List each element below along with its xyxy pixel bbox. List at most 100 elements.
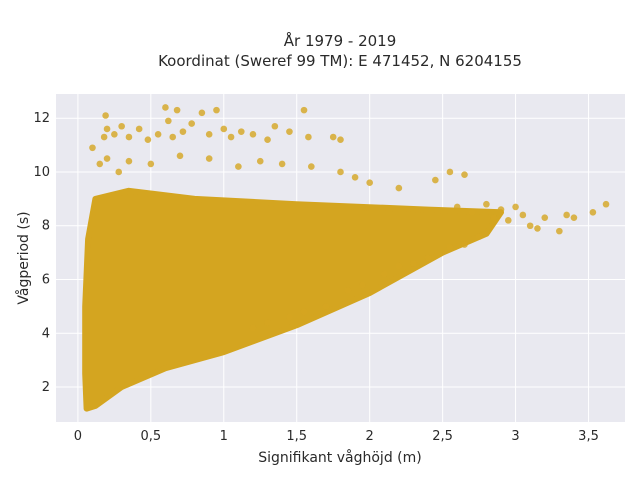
- data-point: [102, 112, 109, 119]
- data-point: [366, 179, 373, 187]
- data-point: [380, 270, 388, 278]
- data-point: [504, 217, 512, 224]
- data-point: [111, 131, 118, 138]
- y-tick-label: 6: [42, 273, 50, 288]
- data-point: [271, 122, 279, 130]
- x-tick-label: 1,5: [286, 429, 307, 444]
- data-point: [300, 308, 308, 316]
- data-point: [237, 128, 245, 135]
- data-point: [461, 171, 468, 178]
- data-point: [103, 125, 111, 133]
- data-point: [235, 163, 242, 170]
- chart-title-line2: Koordinat (Sweref 99 TM): E 471452, N 62…: [158, 52, 522, 70]
- data-point: [249, 131, 257, 138]
- y-tick-label: 4: [42, 326, 50, 341]
- data-point: [205, 155, 213, 162]
- data-point: [337, 168, 344, 176]
- data-point: [424, 254, 432, 262]
- data-point: [453, 203, 461, 211]
- data-point: [278, 160, 286, 168]
- data-point: [483, 200, 490, 208]
- x-tick-label: 2,5: [432, 429, 453, 444]
- data-point: [359, 281, 366, 289]
- data-point: [329, 133, 337, 141]
- data-point: [144, 136, 152, 144]
- data-point: [188, 120, 195, 127]
- chart-title-line1: År 1979 - 2019: [284, 31, 397, 50]
- data-point: [432, 176, 439, 184]
- data-point: [103, 155, 111, 162]
- data-point: [89, 144, 96, 152]
- data-point: [351, 174, 359, 181]
- data-point: [169, 133, 177, 141]
- data-point: [205, 131, 213, 138]
- data-point: [308, 163, 315, 170]
- data-point: [410, 260, 417, 267]
- data-point: [344, 286, 352, 294]
- x-tick-label: 2: [366, 429, 374, 444]
- data-point: [534, 225, 541, 232]
- data-point: [446, 243, 454, 251]
- data-point: [526, 222, 534, 230]
- x-tick-labels: 0 0,5 1 1,5 2 2,5 3 3,5: [74, 429, 599, 444]
- x-tick-label: 0,5: [140, 429, 161, 444]
- data-point: [198, 109, 206, 117]
- data-point: [286, 313, 293, 321]
- data-point: [490, 214, 497, 221]
- data-point: [519, 211, 527, 219]
- x-tick-label: 3: [511, 429, 519, 444]
- data-point: [249, 324, 257, 332]
- data-point: [125, 133, 133, 141]
- data-point: [475, 233, 483, 240]
- data-point: [264, 319, 271, 326]
- data-point: [264, 136, 271, 144]
- data-point: [165, 117, 172, 125]
- data-point: [256, 157, 264, 165]
- data-point: [213, 106, 220, 114]
- data-point: [337, 136, 344, 144]
- data-point: [563, 211, 570, 219]
- data-point: [589, 208, 597, 216]
- data-point: [556, 227, 563, 235]
- data-point: [115, 168, 123, 176]
- data-point: [570, 214, 578, 221]
- data-point: [497, 206, 505, 213]
- data-point: [176, 152, 184, 160]
- data-point: [322, 303, 330, 310]
- data-point: [461, 241, 468, 248]
- x-tick-label: 3,5: [578, 429, 599, 444]
- data-point: [227, 133, 235, 141]
- y-tick-label: 12: [33, 111, 50, 126]
- data-point: [100, 133, 108, 141]
- data-points: [82, 104, 610, 412]
- data-point: [118, 122, 125, 130]
- data-point: [179, 128, 187, 135]
- data-point: [286, 128, 293, 135]
- data-point: [541, 214, 549, 221]
- data-point: [395, 262, 403, 270]
- data-point: [125, 157, 133, 165]
- data-point: [147, 160, 155, 168]
- y-tick-labels: 2 4 6 8 10 12: [33, 111, 50, 395]
- data-point: [446, 168, 454, 176]
- y-tick-label: 2: [42, 380, 50, 395]
- y-tick-label: 8: [42, 219, 50, 234]
- data-point: [512, 203, 519, 211]
- data-point: [173, 106, 181, 114]
- x-tick-label: 1: [220, 429, 228, 444]
- data-point: [220, 125, 228, 133]
- x-axis-title: Signifikant våghöjd (m): [258, 449, 421, 466]
- data-point: [305, 133, 312, 141]
- y-tick-label: 10: [33, 165, 50, 180]
- data-point: [135, 125, 143, 133]
- data-point: [395, 184, 403, 192]
- x-tick-label: 0: [74, 429, 82, 444]
- data-point: [96, 160, 104, 168]
- data-point: [154, 131, 162, 138]
- data-point: [602, 200, 610, 208]
- data-point: [468, 208, 476, 216]
- data-point: [162, 104, 169, 111]
- data-point: [300, 106, 308, 114]
- y-axis-title: Vågperiod (s): [15, 211, 32, 304]
